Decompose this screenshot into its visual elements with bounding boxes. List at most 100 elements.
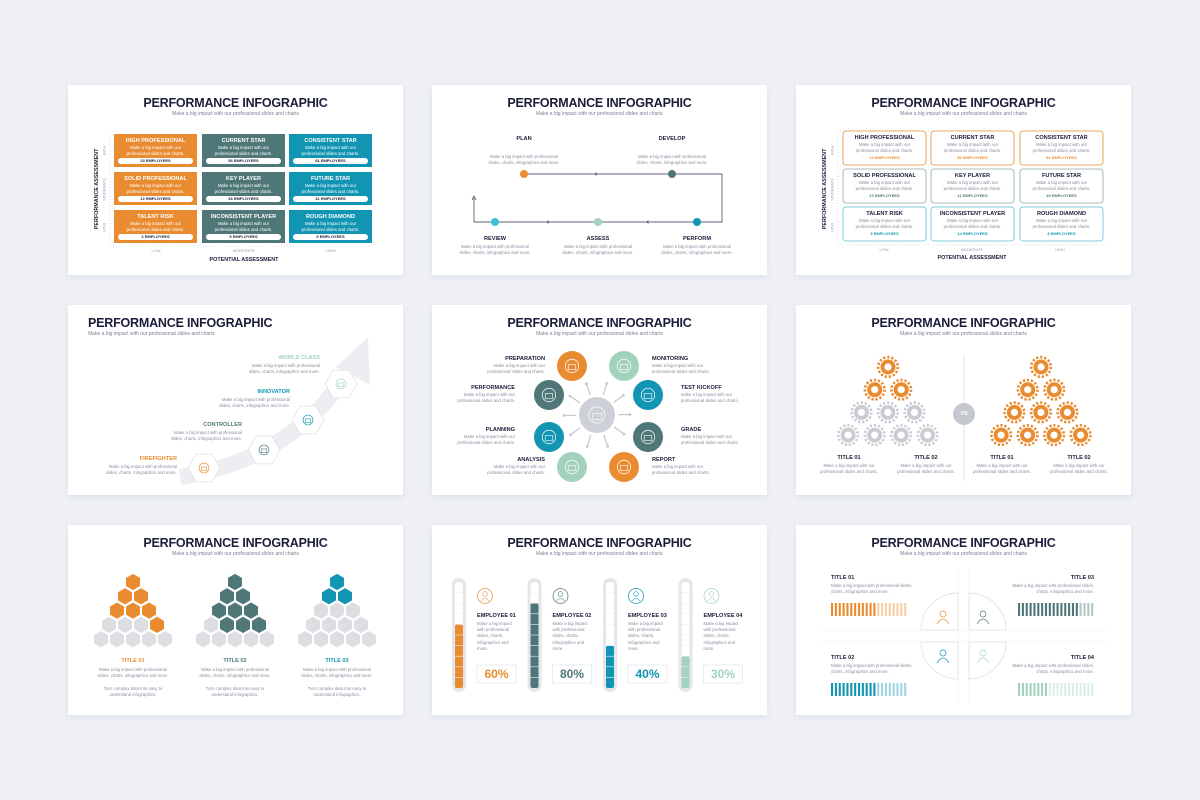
hexagon-cell	[337, 615, 353, 634]
cell-description: Make a big impact with our professional …	[214, 183, 273, 195]
slide-gears-comparison[interactable]: PERFORMANCE INFOGRAPHIC Make a big impact…	[796, 305, 1131, 495]
cell-title: FUTURE STAR	[1041, 173, 1082, 179]
gear-hole	[924, 431, 932, 439]
stage-circle	[633, 422, 663, 452]
phone-chat-icon	[616, 358, 632, 374]
hexagon-cell	[321, 587, 337, 606]
cell-description: Make a big impact with our professional …	[214, 145, 273, 157]
level-bar	[838, 603, 841, 616]
gear-icon	[876, 355, 900, 379]
presentation-icon	[198, 462, 210, 474]
slide-growth-staircase[interactable]: PERFORMANCE INFOGRAPHIC Make a big impact…	[68, 305, 403, 495]
slide-matrix-outline[interactable]: PERFORMANCE INFOGRAPHIC Make a big impact…	[796, 85, 1131, 275]
pyramid-description: Make a big impact with professional slid…	[199, 667, 271, 679]
level-bar	[1064, 603, 1067, 616]
stage-description: Make a big impact with our professional …	[457, 434, 515, 446]
hexagon-cell	[235, 587, 251, 606]
globe-monitor-icon	[302, 414, 314, 426]
hexagon-cell	[133, 615, 149, 634]
level-bar	[888, 683, 891, 696]
level-bar	[904, 683, 907, 696]
cell-description: Make a big impact with our professional …	[943, 142, 1002, 154]
step-label: DEVELOP	[658, 136, 686, 142]
spoke-arrow	[570, 427, 581, 436]
step-label: PERFORM	[683, 236, 711, 242]
spoke-arrow	[586, 434, 592, 447]
level-bar	[884, 603, 887, 616]
level-bar	[900, 683, 903, 696]
level-bar	[1029, 683, 1032, 696]
slide-radial-cycle[interactable]: PERFORMANCE INFOGRAPHIC Make a big impact…	[432, 305, 767, 495]
level-bar	[869, 603, 872, 616]
pyramid-description: Make a big impact with professional slid…	[97, 667, 169, 679]
cell-count: 23 EMPLOYEES	[869, 192, 900, 198]
phone-chat-icon-detail	[619, 364, 629, 371]
team-network-icon	[588, 406, 606, 424]
slide-subtitle: Make a big impact with our professional …	[536, 331, 663, 337]
y-tick-label: MODERATE	[101, 178, 107, 201]
cell-description: Make a big impact with our professional …	[855, 142, 914, 154]
people-award-icon-detail	[337, 382, 345, 388]
hexagon-cell	[211, 630, 227, 649]
level-bar	[869, 683, 872, 696]
level-bar	[842, 683, 845, 696]
phone-gear-icon-detail	[643, 435, 653, 442]
arrow-tip	[622, 432, 626, 436]
level-bar	[1044, 683, 1048, 696]
level-bar	[850, 603, 853, 616]
gear-hole	[884, 363, 892, 371]
level-bar	[1060, 683, 1063, 696]
slide-subtitle: Make a big impact with our professional …	[900, 111, 1027, 117]
slide-process-cycle[interactable]: PERFORMANCE INFOGRAPHIC Make a big impact…	[432, 85, 767, 275]
hexagon-cell	[125, 601, 141, 620]
step-label: PLAN	[516, 136, 532, 142]
chat-bubbles-icon-detail	[567, 465, 577, 472]
employee-description: Make a big impact with professional slid…	[703, 621, 739, 651]
gear-hole	[871, 431, 879, 439]
slide-employee-tubes[interactable]: PERFORMANCE INFOGRAPHIC Make a big impact…	[432, 525, 767, 715]
slide-title: PERFORMANCE INFOGRAPHIC	[143, 536, 328, 550]
pyramid-title: TITLE 03	[325, 658, 349, 664]
x-tick-label: HIGH	[326, 248, 336, 253]
pyramid-description: Make a big impact with professional slid…	[301, 667, 373, 679]
quadrant-title: TITLE 04	[1070, 655, 1094, 661]
hexagon-cell	[149, 615, 165, 634]
step-dot	[693, 218, 701, 226]
y-tick-label: MODERATE	[829, 178, 835, 201]
cell-title: HIGH PROFESSIONAL	[125, 138, 186, 144]
level-bar	[1068, 683, 1071, 696]
count-pill	[118, 234, 193, 240]
gear-hole	[1024, 386, 1032, 394]
slide-hex-pyramids[interactable]: PERFORMANCE INFOGRAPHIC Make a big impact…	[68, 525, 403, 715]
hexagon	[247, 435, 281, 465]
level-bar	[873, 683, 876, 696]
cell-title: TALENT RISK	[866, 211, 903, 217]
level-bar	[857, 683, 861, 696]
matrix-cell	[930, 168, 1015, 204]
percent-box	[703, 664, 743, 684]
graphics	[837, 130, 1106, 246]
gear-hole	[1037, 363, 1045, 371]
hexagon-cell	[93, 630, 109, 649]
level-bar	[888, 603, 891, 616]
gear-icon	[863, 424, 886, 447]
slide-title: PERFORMANCE INFOGRAPHIC	[88, 316, 273, 330]
slide-matrix-filled[interactable]: PERFORMANCE INFOGRAPHIC Make a big impact…	[68, 85, 403, 275]
level-bar	[881, 603, 884, 616]
step-dot	[668, 170, 676, 178]
gear-description: Make a big impact with our professional …	[820, 463, 878, 475]
cell-count: 41 EMPLOYEES	[315, 195, 346, 201]
gear-icon	[836, 424, 860, 447]
hexagon-cell	[133, 587, 149, 606]
level-bar	[1018, 683, 1021, 696]
level-bar	[1025, 683, 1028, 696]
hexagon-cell	[353, 615, 369, 634]
level-bar	[1048, 683, 1051, 696]
cell-title: CONSISTENT STAR	[304, 138, 357, 144]
level-bar	[892, 603, 895, 616]
stage-label: MONITORING	[652, 356, 689, 362]
spoke-arrow	[613, 426, 625, 435]
level-bar	[1079, 683, 1082, 696]
stage-circle	[609, 351, 639, 381]
slide-quadrants[interactable]: PERFORMANCE INFOGRAPHIC Make a big impact…	[796, 525, 1131, 715]
